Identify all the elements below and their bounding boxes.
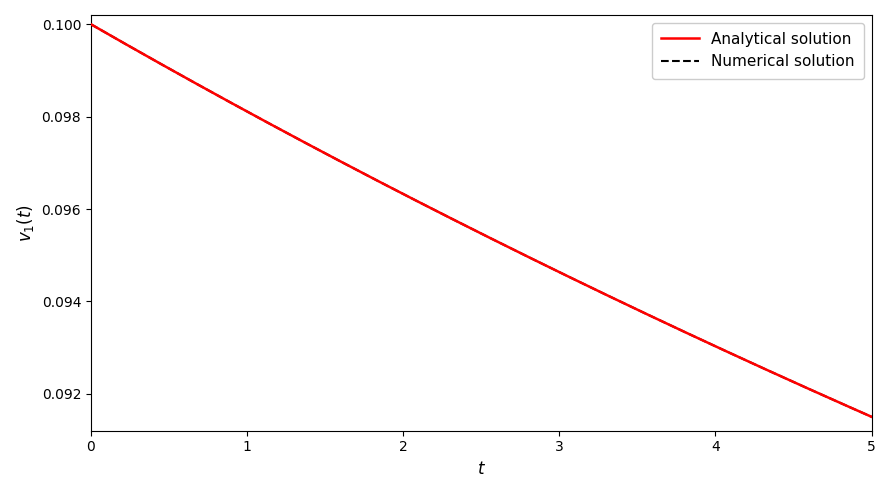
Analytical solution (126, 44, 136, 50)
Numerical solution (538, 261, 549, 267)
Numerical solution (225, 99, 235, 105)
Numerical solution (611, 297, 622, 303)
Analytical solution (843, 404, 854, 410)
Analytical solution (866, 414, 877, 420)
Numerical solution (86, 21, 96, 27)
Analytical solution (700, 339, 711, 345)
Numerical solution (730, 352, 740, 358)
Numerical solution (842, 403, 853, 409)
X-axis label: $t$: $t$ (477, 460, 486, 478)
Line: Numerical solution: Numerical solution (91, 24, 871, 417)
Legend: Analytical solution, Numerical solution: Analytical solution, Numerical solution (651, 23, 864, 78)
Y-axis label: $v_1(t)$: $v_1(t)$ (15, 204, 36, 242)
Numerical solution (284, 131, 295, 137)
Numerical solution (866, 414, 877, 420)
Analytical solution (445, 215, 455, 221)
Line: Analytical solution: Analytical solution (91, 24, 871, 417)
Analytical solution (86, 21, 96, 27)
Analytical solution (465, 225, 476, 231)
Analytical solution (844, 404, 854, 410)
